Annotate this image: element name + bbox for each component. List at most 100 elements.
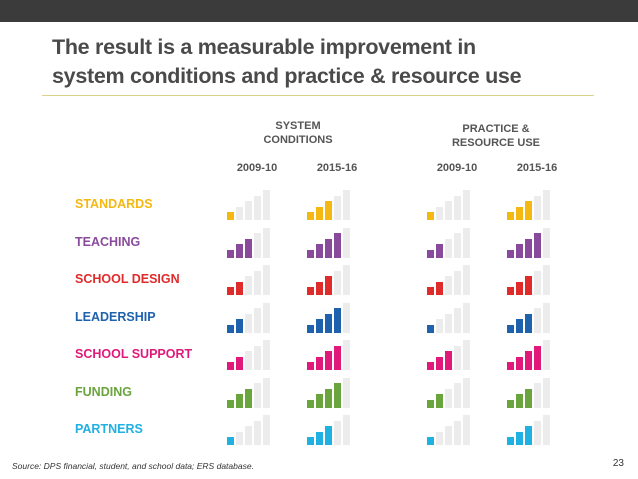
gauge-leadership-system-2009-10 xyxy=(227,301,287,333)
filled-bar xyxy=(427,437,434,445)
filled-bar xyxy=(525,388,532,408)
empty-bar xyxy=(463,302,470,333)
filled-bar xyxy=(316,431,323,445)
filled-bar xyxy=(325,313,332,333)
filled-bar xyxy=(427,362,434,370)
empty-bar xyxy=(454,270,461,295)
filled-bar xyxy=(245,388,252,408)
empty-bar xyxy=(343,377,350,408)
gauge-school-design-practice-2009-10 xyxy=(427,263,487,295)
empty-bar xyxy=(445,426,452,445)
filled-bar xyxy=(516,356,523,370)
row-label-school-design: SCHOOL DESIGN xyxy=(75,272,180,286)
filled-bar xyxy=(436,281,443,295)
filled-bar xyxy=(525,201,532,220)
gauge-partners-system-2009-10 xyxy=(227,413,287,445)
filled-bar xyxy=(525,351,532,370)
empty-bar xyxy=(436,319,443,333)
empty-bar xyxy=(254,270,261,295)
filled-bar xyxy=(307,212,314,220)
filled-bar xyxy=(516,281,523,295)
empty-bar xyxy=(445,201,452,220)
empty-bar xyxy=(334,420,341,445)
empty-bar xyxy=(254,383,261,408)
empty-bar xyxy=(454,345,461,370)
gauge-school-support-practice-2009-10 xyxy=(427,338,487,370)
empty-bar xyxy=(263,415,270,445)
empty-bar xyxy=(236,431,243,445)
source-note: Source: DPS financial, student, and scho… xyxy=(12,461,254,471)
filled-bar xyxy=(436,356,443,370)
filled-bar xyxy=(445,351,452,370)
empty-bar xyxy=(454,383,461,408)
slide-title-line-1: The result is a measurable improvement i… xyxy=(52,35,476,59)
gauge-standards-practice-2015-16 xyxy=(507,188,567,220)
gauge-funding-system-2015-16 xyxy=(307,376,367,408)
gauge-standards-system-2015-16 xyxy=(307,188,367,220)
filled-bar xyxy=(245,238,252,258)
filled-bar xyxy=(507,212,514,220)
filled-bar xyxy=(325,426,332,445)
empty-bar xyxy=(463,415,470,445)
row-label-standards: STANDARDS xyxy=(75,197,153,211)
filled-bar xyxy=(227,399,234,408)
filled-bar xyxy=(516,244,523,258)
gauge-school-design-practice-2015-16 xyxy=(507,263,567,295)
empty-bar xyxy=(254,420,261,445)
gauge-school-design-system-2015-16 xyxy=(307,263,367,295)
gauge-teaching-practice-2015-16 xyxy=(507,226,567,258)
filled-bar xyxy=(325,238,332,258)
gauge-partners-practice-2009-10 xyxy=(427,413,487,445)
filled-bar xyxy=(516,431,523,445)
empty-bar xyxy=(463,377,470,408)
filled-bar xyxy=(325,351,332,370)
system-conditions-header-line-1: SYSTEM xyxy=(275,120,321,132)
empty-bar xyxy=(245,426,252,445)
empty-bar xyxy=(543,302,550,333)
filled-bar xyxy=(227,324,234,333)
filled-bar xyxy=(307,437,314,445)
empty-bar xyxy=(436,206,443,220)
empty-bar xyxy=(534,420,541,445)
gauge-leadership-practice-2015-16 xyxy=(507,301,567,333)
row-label-school-support: SCHOOL SUPPORT xyxy=(75,347,193,361)
top-bar xyxy=(0,0,638,22)
filled-bar xyxy=(427,249,434,258)
empty-bar xyxy=(543,415,550,445)
filled-bar xyxy=(316,206,323,220)
empty-bar xyxy=(263,227,270,258)
filled-bar xyxy=(334,345,341,370)
filled-bar xyxy=(307,362,314,370)
practice-resource-header: PRACTICE & RESOURCE USE xyxy=(441,122,551,150)
filled-bar xyxy=(325,388,332,408)
filled-bar xyxy=(525,238,532,258)
filled-bar xyxy=(427,212,434,220)
filled-bar xyxy=(525,313,532,333)
row-label-funding: FUNDING xyxy=(75,384,132,399)
filled-bar xyxy=(507,399,514,408)
filled-bar xyxy=(525,426,532,445)
filled-bar xyxy=(516,206,523,220)
empty-bar xyxy=(245,276,252,295)
practice-resource-header-line-1: PRACTICE & xyxy=(462,123,530,135)
filled-bar xyxy=(316,394,323,408)
filled-bar xyxy=(507,324,514,333)
page-number: 23 xyxy=(612,458,624,469)
empty-bar xyxy=(334,195,341,220)
empty-bar xyxy=(454,308,461,333)
gauge-leadership-system-2015-16 xyxy=(307,301,367,333)
filled-bar xyxy=(534,233,541,258)
slide-title: The result is a measurable improvement i… xyxy=(52,33,612,91)
empty-bar xyxy=(454,420,461,445)
filled-bar xyxy=(534,345,541,370)
filled-bar xyxy=(236,281,243,295)
slide-title-line-2: system conditions and practice & resourc… xyxy=(52,64,522,88)
gauge-leadership-practice-2009-10 xyxy=(427,301,487,333)
empty-bar xyxy=(454,195,461,220)
filled-bar xyxy=(507,249,514,258)
empty-bar xyxy=(254,233,261,258)
filled-bar xyxy=(334,233,341,258)
empty-bar xyxy=(263,265,270,295)
empty-bar xyxy=(263,340,270,370)
empty-bar xyxy=(254,308,261,333)
